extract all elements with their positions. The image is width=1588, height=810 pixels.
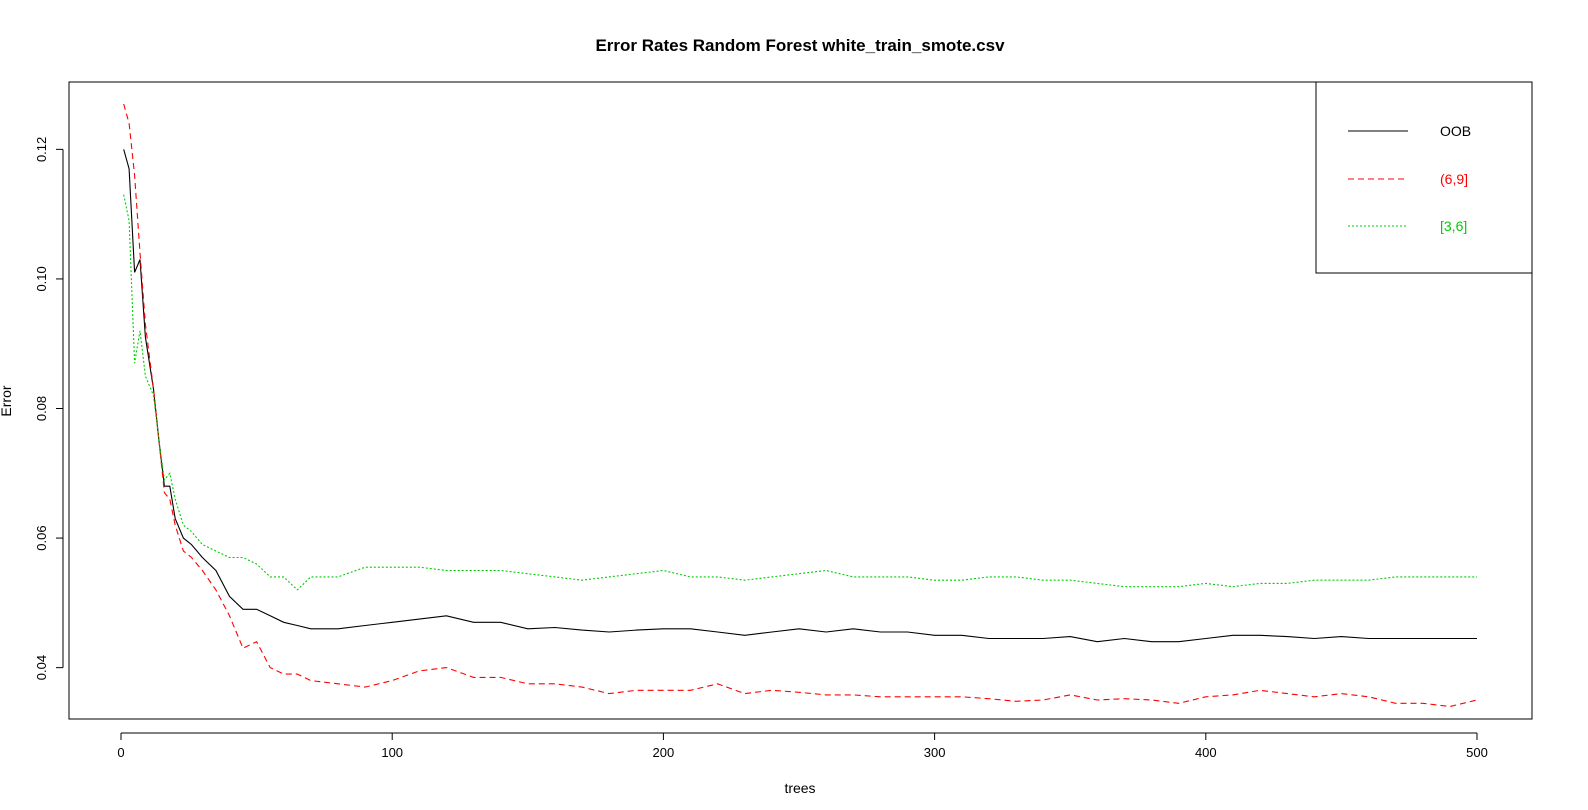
x-tick-label: 300 (924, 745, 946, 760)
x-axis-label: trees (784, 780, 815, 796)
x-tick-label: 100 (381, 745, 403, 760)
legend-label-0: OOB (1440, 123, 1471, 139)
x-tick-label: 0 (117, 745, 124, 760)
x-tick-label: 500 (1466, 745, 1488, 760)
legend-box (1315, 81, 1533, 274)
series-line-1 (123, 103, 1478, 708)
series-line-0 (123, 149, 1477, 643)
y-tick-label: 0.08 (34, 396, 49, 421)
chart-title: Error Rates Random Forest white_train_sm… (595, 36, 1005, 55)
y-tick-label: 0.06 (34, 525, 49, 550)
legend-label-2: [3,6] (1440, 218, 1467, 234)
x-axis: 0 100 200 300 400 500 (117, 732, 1488, 760)
y-tick-label: 0.12 (34, 137, 49, 162)
legend: OOB (6,9] [3,6] (1315, 81, 1533, 274)
x-tick-label: 200 (653, 745, 675, 760)
series-layer (123, 103, 1478, 708)
y-tick-label: 0.04 (34, 655, 49, 680)
y-axis-label: Error (0, 385, 14, 416)
plot-frame (68, 81, 1533, 720)
y-tick-label: 0.10 (34, 266, 49, 291)
series-line-2 (123, 194, 1477, 591)
legend-label-1: (6,9] (1440, 171, 1468, 187)
y-axis: 0.04 0.06 0.08 0.10 0.12 (34, 137, 64, 680)
x-tick-label: 400 (1195, 745, 1217, 760)
